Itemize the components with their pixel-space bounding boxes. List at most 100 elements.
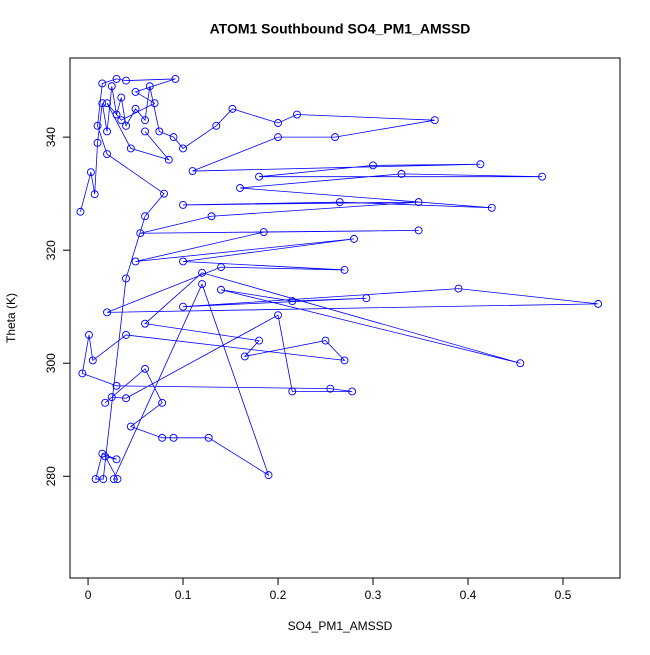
data-point xyxy=(93,121,102,130)
data-point xyxy=(331,133,339,142)
data-point xyxy=(179,302,187,311)
data-point xyxy=(326,384,335,393)
y-tick-label: 320 xyxy=(44,240,58,260)
data-point xyxy=(112,74,121,83)
data-point xyxy=(113,475,122,484)
x-tick-label: 0 xyxy=(85,588,92,602)
data-point xyxy=(179,144,187,153)
data-point xyxy=(103,99,111,108)
data-point xyxy=(103,150,111,159)
data-point xyxy=(369,161,377,170)
data-point xyxy=(188,167,197,175)
data-point xyxy=(169,133,178,142)
data-point xyxy=(107,393,116,402)
data-point xyxy=(340,266,349,274)
data-point xyxy=(122,331,130,339)
data-point xyxy=(93,138,102,147)
y-tick-label: 300 xyxy=(44,353,58,373)
data-point xyxy=(236,184,244,192)
data-point xyxy=(362,294,371,303)
data-point xyxy=(454,284,463,293)
data-point xyxy=(99,475,108,484)
data-point xyxy=(516,359,525,368)
x-tick-label: 0.3 xyxy=(365,588,382,602)
data-point xyxy=(264,471,273,480)
data-point xyxy=(126,144,135,153)
data-point xyxy=(112,381,121,390)
data-point xyxy=(321,336,330,345)
data-point xyxy=(122,76,130,85)
data-point xyxy=(141,319,149,328)
data-point xyxy=(78,369,87,378)
data-point xyxy=(117,93,126,102)
data-point xyxy=(414,198,423,207)
data-point xyxy=(91,475,100,484)
data-point xyxy=(164,155,173,164)
data-point xyxy=(122,274,130,283)
y-tick-label: 340 xyxy=(44,127,58,147)
data-point xyxy=(155,127,164,136)
data-point xyxy=(158,433,167,442)
data-point xyxy=(98,99,107,108)
data-point xyxy=(101,398,110,407)
data-point xyxy=(112,110,121,119)
data-point xyxy=(98,449,107,458)
data-point xyxy=(350,234,358,243)
chart-title: ATOM1 Southbound SO4_PM1_AMSSD xyxy=(210,21,471,37)
data-point xyxy=(397,169,406,178)
data-point xyxy=(85,331,93,339)
data-point xyxy=(117,116,126,125)
data-point xyxy=(150,99,159,108)
data-point xyxy=(594,299,603,308)
data-point xyxy=(487,203,496,212)
data-point xyxy=(107,82,116,91)
data-point xyxy=(207,212,216,221)
data-point xyxy=(212,121,221,130)
data-point xyxy=(274,311,282,320)
data-point xyxy=(293,110,301,119)
data-point xyxy=(136,229,145,238)
data-point xyxy=(145,82,154,91)
data-point xyxy=(171,74,180,83)
data-point xyxy=(430,116,439,125)
data-point xyxy=(240,352,249,361)
data-point xyxy=(204,433,213,442)
data-point xyxy=(101,452,110,461)
data-point xyxy=(131,257,140,266)
data-point xyxy=(103,308,111,317)
data-point xyxy=(131,104,140,113)
plot-frame xyxy=(69,57,621,579)
data-point xyxy=(86,168,95,177)
data-point xyxy=(141,116,149,125)
data-point xyxy=(255,172,263,181)
data-point xyxy=(414,226,423,235)
data-point xyxy=(141,364,149,373)
data-point xyxy=(131,87,140,96)
data-point xyxy=(274,119,282,127)
data-point xyxy=(217,285,225,294)
data-point xyxy=(538,172,547,181)
data-point xyxy=(169,433,178,442)
data-point xyxy=(217,263,225,272)
data-point xyxy=(103,127,111,136)
x-tick-label: 0.2 xyxy=(270,588,287,602)
x-tick-label: 0.1 xyxy=(175,588,192,602)
data-point xyxy=(126,422,135,431)
data-point xyxy=(122,394,130,403)
data-point xyxy=(288,387,297,396)
data-point xyxy=(179,257,187,266)
y-tick-label: 280 xyxy=(44,466,58,486)
data-point xyxy=(198,280,206,289)
data-point xyxy=(76,207,85,216)
data-point xyxy=(259,228,268,237)
y-axis-label: Theta (K) xyxy=(4,293,18,343)
data-point xyxy=(476,160,485,169)
data-point xyxy=(335,198,344,207)
data-point xyxy=(90,190,99,199)
data-point xyxy=(98,79,107,88)
data-point xyxy=(274,133,282,142)
data-point xyxy=(179,201,187,209)
data-point xyxy=(198,268,206,277)
